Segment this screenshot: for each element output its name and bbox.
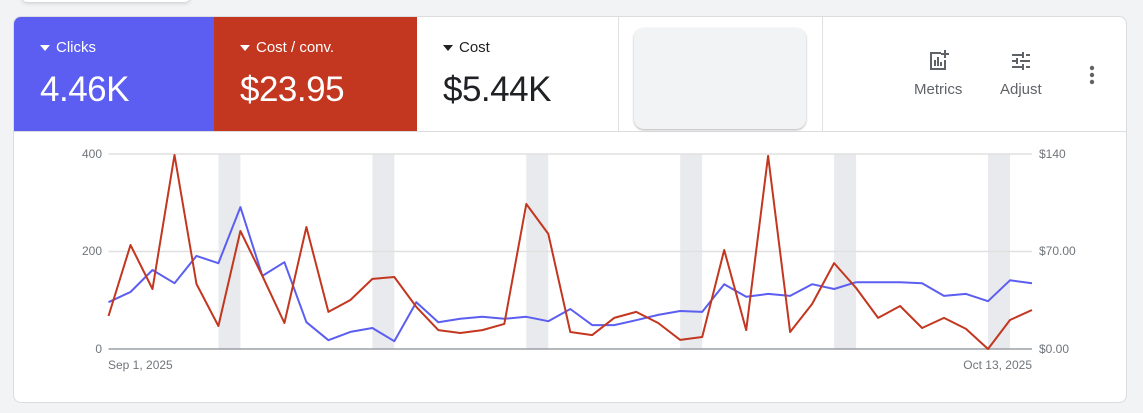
- metrics-button[interactable]: Metrics: [914, 49, 962, 98]
- scorecard-value: $23.95: [240, 70, 345, 109]
- scorecard-label: Clicks: [56, 39, 96, 56]
- dropdown-triangle-icon: [443, 44, 453, 51]
- dropdown-triangle-icon: [240, 44, 250, 51]
- series-line-clicks: [108, 206, 1033, 343]
- metrics-label: Metrics: [914, 81, 963, 98]
- empty-scorecard-placeholder[interactable]: [634, 28, 806, 129]
- scorecard-clicks[interactable]: Clicks 4.46K: [14, 17, 214, 131]
- adjust-icon: [1011, 52, 1030, 70]
- right-tick-label: $0.00: [1039, 342, 1069, 356]
- right-tick-label: $70.00: [1039, 244, 1076, 258]
- x-end-label: Oct 13, 2025: [963, 358, 1032, 372]
- tab-shadow: [22, 0, 190, 2]
- scorecard-header: Clicks 4.46K Cost / conv. $23.95 Cost $5…: [14, 17, 1126, 132]
- scorecard-cost[interactable]: Cost $5.44K: [417, 17, 619, 131]
- left-tick-label: 200: [82, 244, 102, 258]
- scorecard-label: Cost: [459, 39, 490, 56]
- series-line-cost-conv-: [107, 154, 1033, 350]
- x-start-label: Sep 1, 2025: [108, 358, 173, 372]
- dropdown-triangle-icon: [40, 44, 50, 51]
- adjust-label: Adjust: [1000, 81, 1042, 98]
- scorecard-value: 4.46K: [40, 70, 129, 109]
- divider: [822, 17, 823, 131]
- metrics-icon: [930, 50, 950, 70]
- scorecard-label: Cost / conv.: [256, 39, 335, 56]
- right-tick-label: $140: [1039, 147, 1066, 161]
- left-tick-label: 0: [95, 342, 102, 356]
- scorecard-value: $5.44K: [443, 70, 551, 109]
- performance-card: Clicks 4.46K Cost / conv. $23.95 Cost $5…: [13, 16, 1127, 403]
- left-tick-label: 400: [82, 147, 102, 161]
- scorecard-cost-per-conv[interactable]: Cost / conv. $23.95: [214, 17, 417, 131]
- adjust-button[interactable]: Adjust: [1000, 49, 1042, 98]
- more-options-icon[interactable]: [1086, 65, 1098, 87]
